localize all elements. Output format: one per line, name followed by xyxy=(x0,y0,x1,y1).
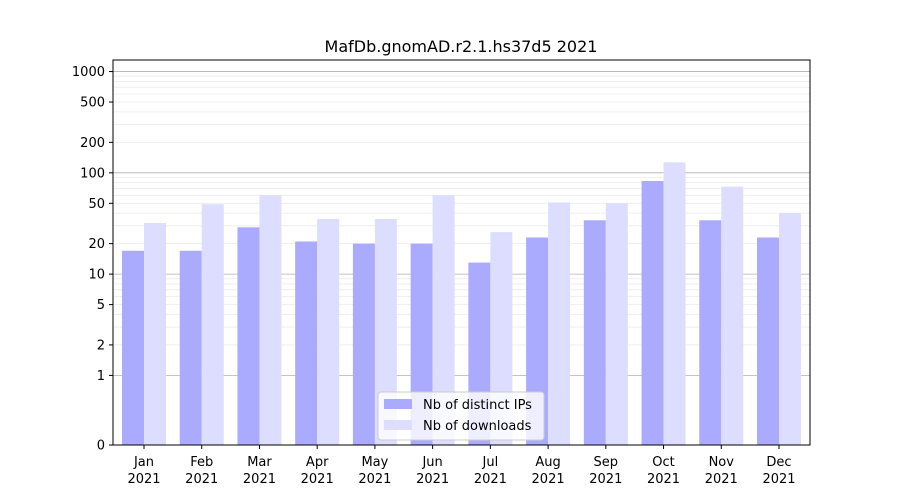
legend: Nb of distinct IPs Nb of downloads xyxy=(377,391,545,441)
bar-distinct-ips xyxy=(237,227,260,445)
y-tick-label: 10 xyxy=(88,268,105,283)
x-tick-label-year: 2021 xyxy=(301,472,334,487)
bar-distinct-ips xyxy=(295,241,318,445)
x-tick-label-month: Apr xyxy=(306,455,329,470)
x-tick-label-year: 2021 xyxy=(416,472,449,487)
bar-distinct-ips xyxy=(179,250,202,445)
x-tick-label-year: 2021 xyxy=(358,472,391,487)
y-tick-label: 50 xyxy=(88,197,105,212)
bar-distinct-ips xyxy=(757,237,779,445)
bar-distinct-ips xyxy=(699,220,722,445)
legend-label: Nb of distinct IPs xyxy=(423,398,532,413)
bar-downloads xyxy=(374,219,397,445)
x-tick-label-year: 2021 xyxy=(589,472,622,487)
bar-downloads xyxy=(548,202,571,445)
x-tick-label-month: Oct xyxy=(652,455,674,470)
x-axis: Jan 2021 Feb 2021 Mar 2021 Apr 2021 May 2021 Jun 20… xyxy=(127,445,796,487)
x-tick-label-month: Nov xyxy=(709,455,735,470)
bar-downloads xyxy=(605,203,628,445)
y-tick-label: 500 xyxy=(80,96,105,111)
x-tick-label-year: 2021 xyxy=(762,472,795,487)
chart-title: MafDb.gnomAD.r2.1.hs37d5 2021 xyxy=(325,37,598,56)
bar-downloads xyxy=(144,222,166,445)
grid-lines xyxy=(113,71,810,376)
bar-downloads xyxy=(201,204,224,445)
plot-area-frame xyxy=(112,59,811,446)
x-tick-label-month: Sep xyxy=(594,455,619,470)
x-tick-label-year: 2021 xyxy=(127,472,160,487)
legend-swatch xyxy=(384,420,412,430)
y-tick-label: 5 xyxy=(97,298,105,313)
bar-downloads xyxy=(721,186,744,446)
bar-downloads xyxy=(779,213,801,445)
legend-box xyxy=(377,391,545,441)
y-axis: 0 1 2 5 10 20 50 100 200 500 1000 xyxy=(72,65,113,454)
y-tick-label: 20 xyxy=(88,237,105,252)
y-tick-label: 1000 xyxy=(72,65,105,80)
x-tick-label-month: Aug xyxy=(535,455,560,470)
y-tick-label: 200 xyxy=(80,136,105,151)
legend-label: Nb of downloads xyxy=(423,419,532,434)
x-tick-label-year: 2021 xyxy=(243,472,276,487)
x-tick-label-month: May xyxy=(361,455,388,470)
y-tick-label: 1 xyxy=(97,369,105,384)
y-tick-label: 2 xyxy=(97,338,105,353)
y-tick-label: 0 xyxy=(97,439,105,454)
bar-downloads xyxy=(317,219,340,445)
x-tick-label-month: Jun xyxy=(421,455,442,470)
x-tick-label-month: Mar xyxy=(247,455,272,470)
x-tick-label-year: 2021 xyxy=(185,472,218,487)
bar-distinct-ips xyxy=(641,181,664,445)
x-tick-label-year: 2021 xyxy=(705,472,738,487)
bar-distinct-ips xyxy=(352,243,375,445)
y-tick-label: 100 xyxy=(80,166,105,181)
x-tick-label-month: Dec xyxy=(766,455,791,470)
legend-swatch xyxy=(384,399,412,409)
bar-downloads xyxy=(259,195,282,445)
x-tick-label-month: Feb xyxy=(190,455,213,470)
bar-downloads xyxy=(432,195,455,445)
x-tick-label-year: 2021 xyxy=(532,472,565,487)
bar-downloads xyxy=(663,162,686,445)
x-tick-label-year: 2021 xyxy=(474,472,507,487)
x-tick-label-month: Jan xyxy=(133,455,154,470)
bar-distinct-ips xyxy=(583,220,606,445)
x-tick-label-year: 2021 xyxy=(647,472,680,487)
bar-distinct-ips xyxy=(122,250,144,445)
x-tick-label-month: Jul xyxy=(482,455,499,470)
